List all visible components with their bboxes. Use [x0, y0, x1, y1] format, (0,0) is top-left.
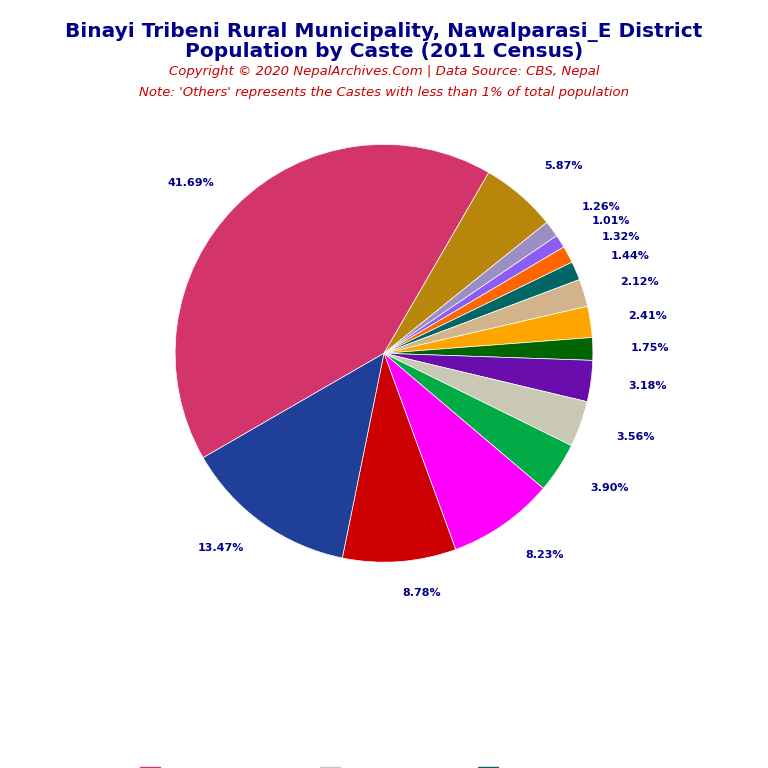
- Text: 2.12%: 2.12%: [620, 276, 658, 287]
- Text: 8.78%: 8.78%: [402, 588, 441, 598]
- Text: 5.87%: 5.87%: [545, 161, 583, 171]
- Wedge shape: [343, 353, 455, 562]
- Wedge shape: [384, 280, 588, 353]
- Wedge shape: [384, 353, 543, 549]
- Wedge shape: [384, 353, 588, 445]
- Text: Binayi Tribeni Rural Municipality, Nawalparasi_E District: Binayi Tribeni Rural Municipality, Nawal…: [65, 22, 703, 41]
- Wedge shape: [203, 353, 384, 558]
- Text: Population by Caste (2011 Census): Population by Caste (2011 Census): [185, 42, 583, 61]
- Wedge shape: [384, 223, 557, 353]
- Wedge shape: [384, 262, 580, 353]
- Text: 8.23%: 8.23%: [525, 551, 564, 561]
- Text: 1.44%: 1.44%: [611, 251, 649, 261]
- Text: 1.01%: 1.01%: [592, 216, 631, 226]
- Text: 3.90%: 3.90%: [590, 484, 629, 494]
- Wedge shape: [384, 247, 572, 353]
- Text: 3.18%: 3.18%: [628, 381, 667, 391]
- Text: Copyright © 2020 NepalArchives.Com | Data Source: CBS, Nepal: Copyright © 2020 NepalArchives.Com | Dat…: [169, 65, 599, 78]
- Text: 41.69%: 41.69%: [167, 178, 214, 188]
- Text: 13.47%: 13.47%: [197, 543, 243, 553]
- Wedge shape: [384, 353, 593, 402]
- Text: 3.56%: 3.56%: [616, 432, 654, 442]
- Text: 1.32%: 1.32%: [601, 232, 640, 242]
- Wedge shape: [384, 173, 547, 353]
- Wedge shape: [384, 337, 593, 360]
- Text: 1.26%: 1.26%: [582, 202, 621, 212]
- Wedge shape: [384, 306, 592, 353]
- Text: 2.41%: 2.41%: [627, 311, 667, 321]
- Wedge shape: [175, 144, 488, 458]
- Legend: Magar (13,735), Brahmin - Hill (4,437), Chhetri (2,891), Kami (2,712), Gurung (1: Magar (13,735), Brahmin - Hill (4,437), …: [134, 762, 634, 768]
- Text: 1.75%: 1.75%: [631, 343, 669, 353]
- Text: Note: 'Others' represents the Castes with less than 1% of total population: Note: 'Others' represents the Castes wit…: [139, 86, 629, 99]
- Wedge shape: [384, 236, 564, 353]
- Wedge shape: [384, 353, 571, 488]
